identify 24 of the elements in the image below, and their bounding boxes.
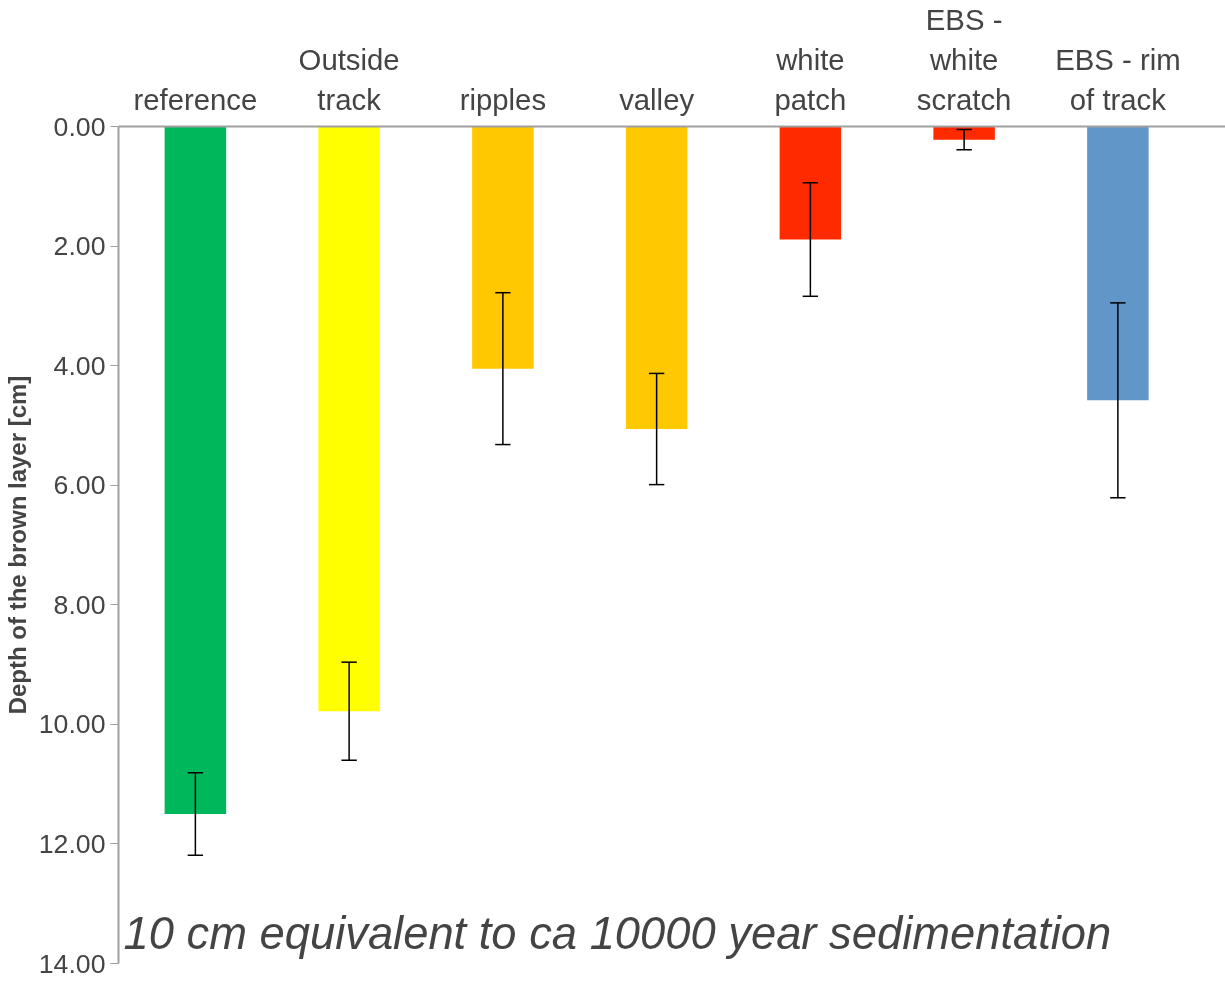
bar <box>779 126 842 240</box>
bar <box>1087 126 1149 401</box>
y-tick-label: 12.00 <box>38 828 106 859</box>
y-tick-label: 10.00 <box>38 709 106 740</box>
x-tick-label: ripples <box>459 82 547 116</box>
bar <box>933 126 995 140</box>
y-tick-label: 14.00 <box>38 948 106 979</box>
bar <box>472 126 534 369</box>
annotation: 10 cm equivalent to ca 10000 year sedimentation <box>123 907 1112 959</box>
x-tick-label: EBS - rim of track <box>1055 42 1181 116</box>
y-tick-label: 6.00 <box>53 470 106 501</box>
x-tick-label: valley <box>619 82 695 116</box>
y-tick-label: 0.00 <box>53 111 106 142</box>
x-tick-label: Outside track <box>298 42 400 116</box>
x-tick-label: reference <box>133 82 258 116</box>
y-tick-label: 2.00 <box>53 231 106 262</box>
y-axis-title: Depth of the brown layer [cm] <box>3 375 31 715</box>
bar <box>164 126 227 815</box>
y-tick-label: 4.00 <box>53 350 106 381</box>
x-tick-label: white patch <box>774 42 847 116</box>
y-tick-label: 8.00 <box>53 589 106 620</box>
bar <box>625 126 688 430</box>
bar <box>318 126 380 712</box>
x-tick-label: EBS - white scratch <box>916 3 1012 116</box>
